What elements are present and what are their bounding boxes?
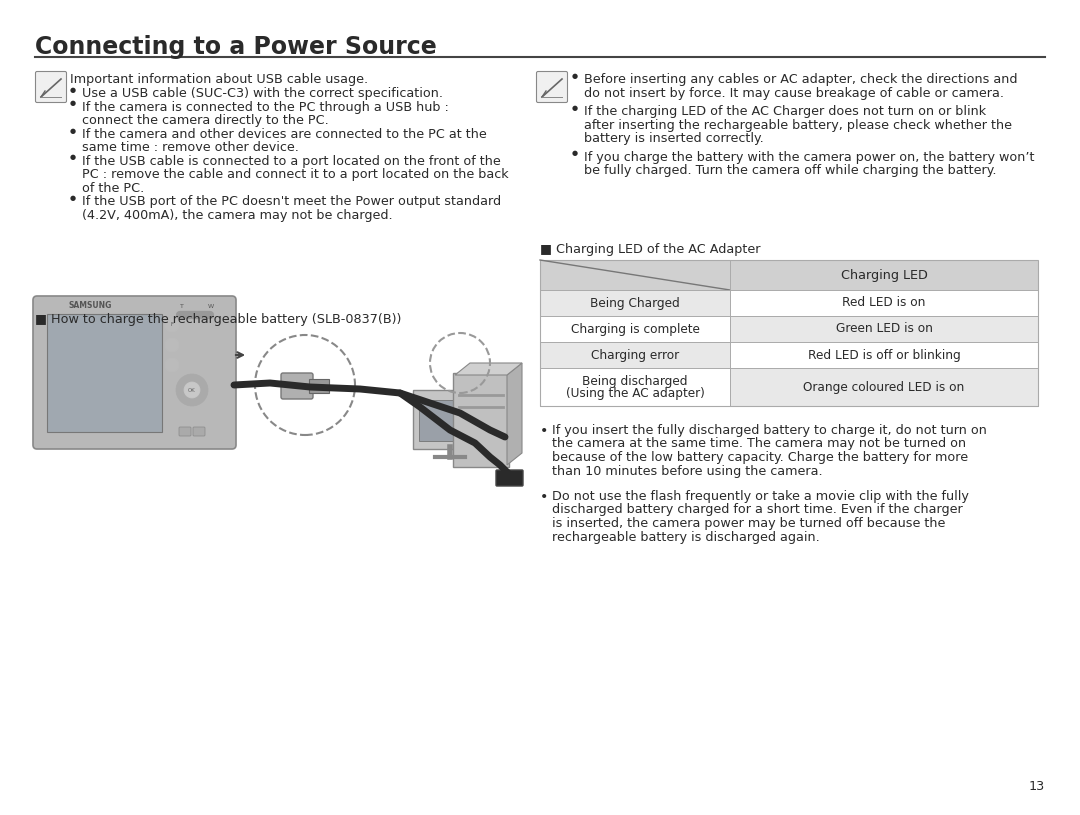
Text: If you charge the battery with the camera power on, the battery won’t: If you charge the battery with the camer… [584, 151, 1035, 164]
Text: ●: ● [70, 127, 76, 134]
Text: ■ Charging LED of the AC Adapter: ■ Charging LED of the AC Adapter [540, 243, 760, 256]
Bar [540, 368, 730, 406]
Text: Connecting to a Power Source: Connecting to a Power Source [35, 35, 436, 59]
Text: (Using the AC adapter): (Using the AC adapter) [566, 386, 704, 399]
Text: If you insert the fully discharged battery to charge it, do not turn on: If you insert the fully discharged batte… [552, 424, 987, 437]
FancyBboxPatch shape [36, 72, 67, 103]
Text: rechargeable battery is discharged again.: rechargeable battery is discharged again… [552, 531, 820, 544]
Text: W: W [208, 304, 214, 309]
FancyBboxPatch shape [413, 390, 487, 449]
Bar [540, 260, 1038, 406]
Text: Red LED is off or blinking: Red LED is off or blinking [808, 349, 960, 362]
Text: Do not use the flash frequently or take a movie clip with the fully: Do not use the flash frequently or take … [552, 490, 969, 503]
FancyBboxPatch shape [537, 72, 567, 103]
Text: ●: ● [70, 195, 76, 201]
Text: after inserting the rechargeable battery, please check whether the: after inserting the rechargeable battery… [584, 118, 1012, 131]
Text: •: • [540, 424, 549, 438]
Circle shape [184, 382, 200, 398]
Text: is inserted, the camera power may be turned off because the: is inserted, the camera power may be tur… [552, 517, 945, 530]
Text: ■ How to charge the rechargeable battery (SLB-0837(B)): ■ How to charge the rechargeable battery… [35, 313, 402, 326]
Text: do not insert by force. It may cause breakage of cable or camera.: do not insert by force. It may cause bre… [584, 86, 1004, 99]
FancyBboxPatch shape [33, 296, 237, 449]
Text: Charging error: Charging error [591, 349, 679, 362]
Circle shape [165, 318, 179, 332]
Text: of the PC.: of the PC. [82, 182, 145, 195]
Text: Red LED is on: Red LED is on [842, 297, 926, 310]
FancyBboxPatch shape [496, 470, 523, 486]
FancyBboxPatch shape [453, 373, 509, 467]
Bar [540, 342, 730, 368]
Bar [540, 260, 1038, 290]
Circle shape [176, 374, 208, 406]
Text: the camera at the same time. The camera may not be turned on: the camera at the same time. The camera … [552, 438, 967, 451]
Text: than 10 minutes before using the camera.: than 10 minutes before using the camera. [552, 465, 823, 478]
Text: because of the low battery capacity. Charge the battery for more: because of the low battery capacity. Cha… [552, 451, 968, 464]
Text: Before inserting any cables or AC adapter, check the directions and: Before inserting any cables or AC adapte… [584, 73, 1017, 86]
Polygon shape [507, 363, 522, 465]
Text: If the camera is connected to the PC through a USB hub :: If the camera is connected to the PC thr… [82, 100, 449, 113]
FancyBboxPatch shape [419, 400, 480, 441]
Text: Charging is complete: Charging is complete [570, 323, 700, 336]
Bar [730, 368, 1038, 406]
Text: If the charging LED of the AC Charger does not turn on or blink: If the charging LED of the AC Charger do… [584, 105, 986, 118]
Text: If the camera and other devices are connected to the PC at the: If the camera and other devices are conn… [82, 127, 487, 140]
Bar [540, 316, 730, 342]
Bar [730, 342, 1038, 368]
FancyBboxPatch shape [309, 379, 329, 393]
Text: ●: ● [572, 151, 578, 156]
Text: If the USB port of the PC doesn't meet the Power output standard: If the USB port of the PC doesn't meet t… [82, 195, 501, 208]
Bar [540, 290, 730, 316]
Text: ●: ● [70, 155, 76, 161]
Circle shape [165, 338, 179, 352]
Text: Use a USB cable (SUC-C3) with the correct specification.: Use a USB cable (SUC-C3) with the correc… [82, 87, 443, 100]
Text: Important information about USB cable usage.: Important information about USB cable us… [70, 73, 368, 86]
Text: ●: ● [572, 73, 578, 79]
Bar [730, 316, 1038, 342]
Text: •: • [540, 490, 549, 504]
Text: ●: ● [70, 87, 76, 93]
Text: Being discharged: Being discharged [582, 375, 688, 387]
Text: connect the camera directly to the PC.: connect the camera directly to the PC. [82, 114, 328, 127]
Text: same time : remove other device.: same time : remove other device. [82, 141, 299, 154]
Text: Green LED is on: Green LED is on [836, 323, 932, 336]
Circle shape [165, 358, 179, 372]
Text: PC : remove the cable and connect it to a port located on the back: PC : remove the cable and connect it to … [82, 168, 509, 181]
FancyBboxPatch shape [48, 314, 162, 432]
FancyBboxPatch shape [193, 427, 205, 436]
Text: T: T [180, 304, 184, 309]
Text: (4.2V, 400mA), the camera may not be charged.: (4.2V, 400mA), the camera may not be cha… [82, 209, 393, 222]
Text: ●: ● [572, 105, 578, 111]
Text: SAMSUNG: SAMSUNG [68, 301, 111, 310]
Text: Charging LED: Charging LED [840, 268, 928, 281]
Text: Orange coloured LED is on: Orange coloured LED is on [804, 381, 964, 394]
FancyBboxPatch shape [281, 373, 313, 399]
Text: Being Charged: Being Charged [590, 297, 680, 310]
Text: OK: OK [188, 387, 195, 393]
Text: If the USB cable is connected to a port located on the front of the: If the USB cable is connected to a port … [82, 155, 501, 168]
Text: discharged battery charged for a short time. Even if the charger: discharged battery charged for a short t… [552, 504, 962, 517]
FancyBboxPatch shape [179, 427, 191, 436]
Text: 13: 13 [1029, 780, 1045, 793]
Text: ●: ● [70, 100, 76, 107]
Text: be fully charged. Turn the camera off while charging the battery.: be fully charged. Turn the camera off wh… [584, 164, 997, 177]
Polygon shape [455, 363, 522, 375]
Text: F: F [171, 323, 174, 328]
Text: battery is inserted correctly.: battery is inserted correctly. [584, 132, 764, 145]
Bar [730, 290, 1038, 316]
